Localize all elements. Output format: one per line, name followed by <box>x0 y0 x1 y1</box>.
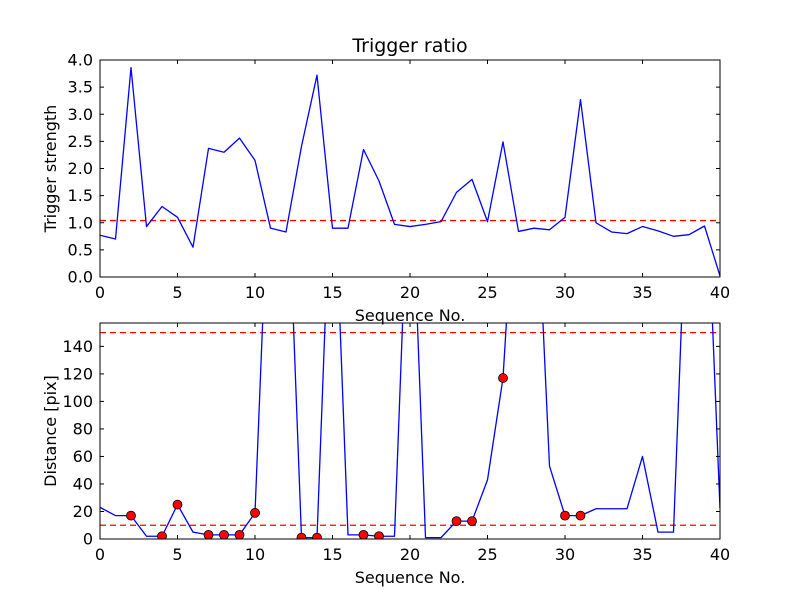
data-point-marker <box>498 373 508 383</box>
data-point-marker <box>374 531 384 539</box>
x-tick-label: 25 <box>477 545 497 564</box>
distance-plot: 0 5 10 15 20 25 30 35 40 0 20 40 60 80 100 120 140 Sequen… <box>41 322 730 587</box>
data-point-marker <box>219 529 229 539</box>
y-tick-label: 2.5 <box>68 132 93 151</box>
chart-title: Trigger ratio <box>351 35 467 57</box>
x-tick-label: 0 <box>95 545 105 564</box>
data-point-marker <box>203 529 214 539</box>
y-tick-label: 0 <box>83 530 93 549</box>
data-point-marker <box>451 516 462 527</box>
y-tick-label: 40 <box>73 474 93 493</box>
plot-area <box>100 323 720 539</box>
plot-area <box>100 66 720 277</box>
data-point-marker <box>296 532 307 539</box>
y-tick-label: 120 <box>62 364 93 383</box>
x-tick-label: 40 <box>710 545 730 564</box>
data-point-marker <box>312 532 322 539</box>
x-axis-label: Sequence No. <box>355 306 466 325</box>
y-tick-label: 3.0 <box>68 105 93 124</box>
x-tick-label: 20 <box>400 545 420 564</box>
data-point-marker <box>157 531 167 539</box>
series-line-0 <box>100 66 720 277</box>
y-tick-label: 20 <box>73 502 93 521</box>
data-point-marker <box>250 507 260 518</box>
y-tick-label: 80 <box>73 419 93 438</box>
x-tick-label: 5 <box>172 545 182 564</box>
y-tick-label: 140 <box>62 337 93 356</box>
y-tick-label: 0.5 <box>68 240 93 259</box>
data-point-marker <box>467 516 477 527</box>
y-axis-label: Distance [pix] <box>41 375 60 487</box>
data-point-marker <box>560 510 570 521</box>
x-tick-label: 10 <box>245 545 265 564</box>
x-tick-label: 40 <box>710 283 730 302</box>
y-tick-label: 60 <box>73 447 93 466</box>
trigger-ratio-plot: 0 5 10 15 20 25 30 35 40 0.0 0.5 1.0 1.5 2.0 2.5 3.0 3.5… <box>41 35 730 325</box>
x-tick-label: 30 <box>555 545 575 564</box>
series-line-0 <box>100 323 720 539</box>
data-point-marker <box>172 499 183 510</box>
data-point-marker <box>358 529 369 539</box>
data-point-marker <box>234 529 245 539</box>
y-axis-label: Trigger strength <box>41 105 60 234</box>
y-tick-label: 1.0 <box>68 213 93 232</box>
x-tick-label: 15 <box>322 545 342 564</box>
x-tick-label: 0 <box>95 283 105 302</box>
x-tick-label: 20 <box>400 283 420 302</box>
x-tick-label: 30 <box>555 283 575 302</box>
y-tick-label: 1.5 <box>68 186 93 205</box>
data-point-marker <box>575 510 586 521</box>
x-tick-label: 35 <box>632 545 652 564</box>
x-axis-label: Sequence No. <box>355 568 466 587</box>
y-tick-label: 3.5 <box>68 78 93 97</box>
y-tick-label: 2.0 <box>68 159 93 178</box>
x-tick-label: 35 <box>632 283 652 302</box>
x-tick-label: 10 <box>245 283 265 302</box>
y-tick-label: 100 <box>62 392 93 411</box>
x-tick-label: 15 <box>322 283 342 302</box>
x-tick-label: 25 <box>477 283 497 302</box>
data-point-marker <box>126 510 136 521</box>
y-tick-label: 0.0 <box>68 268 93 287</box>
y-tick-label: 4.0 <box>68 51 93 70</box>
x-tick-label: 5 <box>172 283 182 302</box>
